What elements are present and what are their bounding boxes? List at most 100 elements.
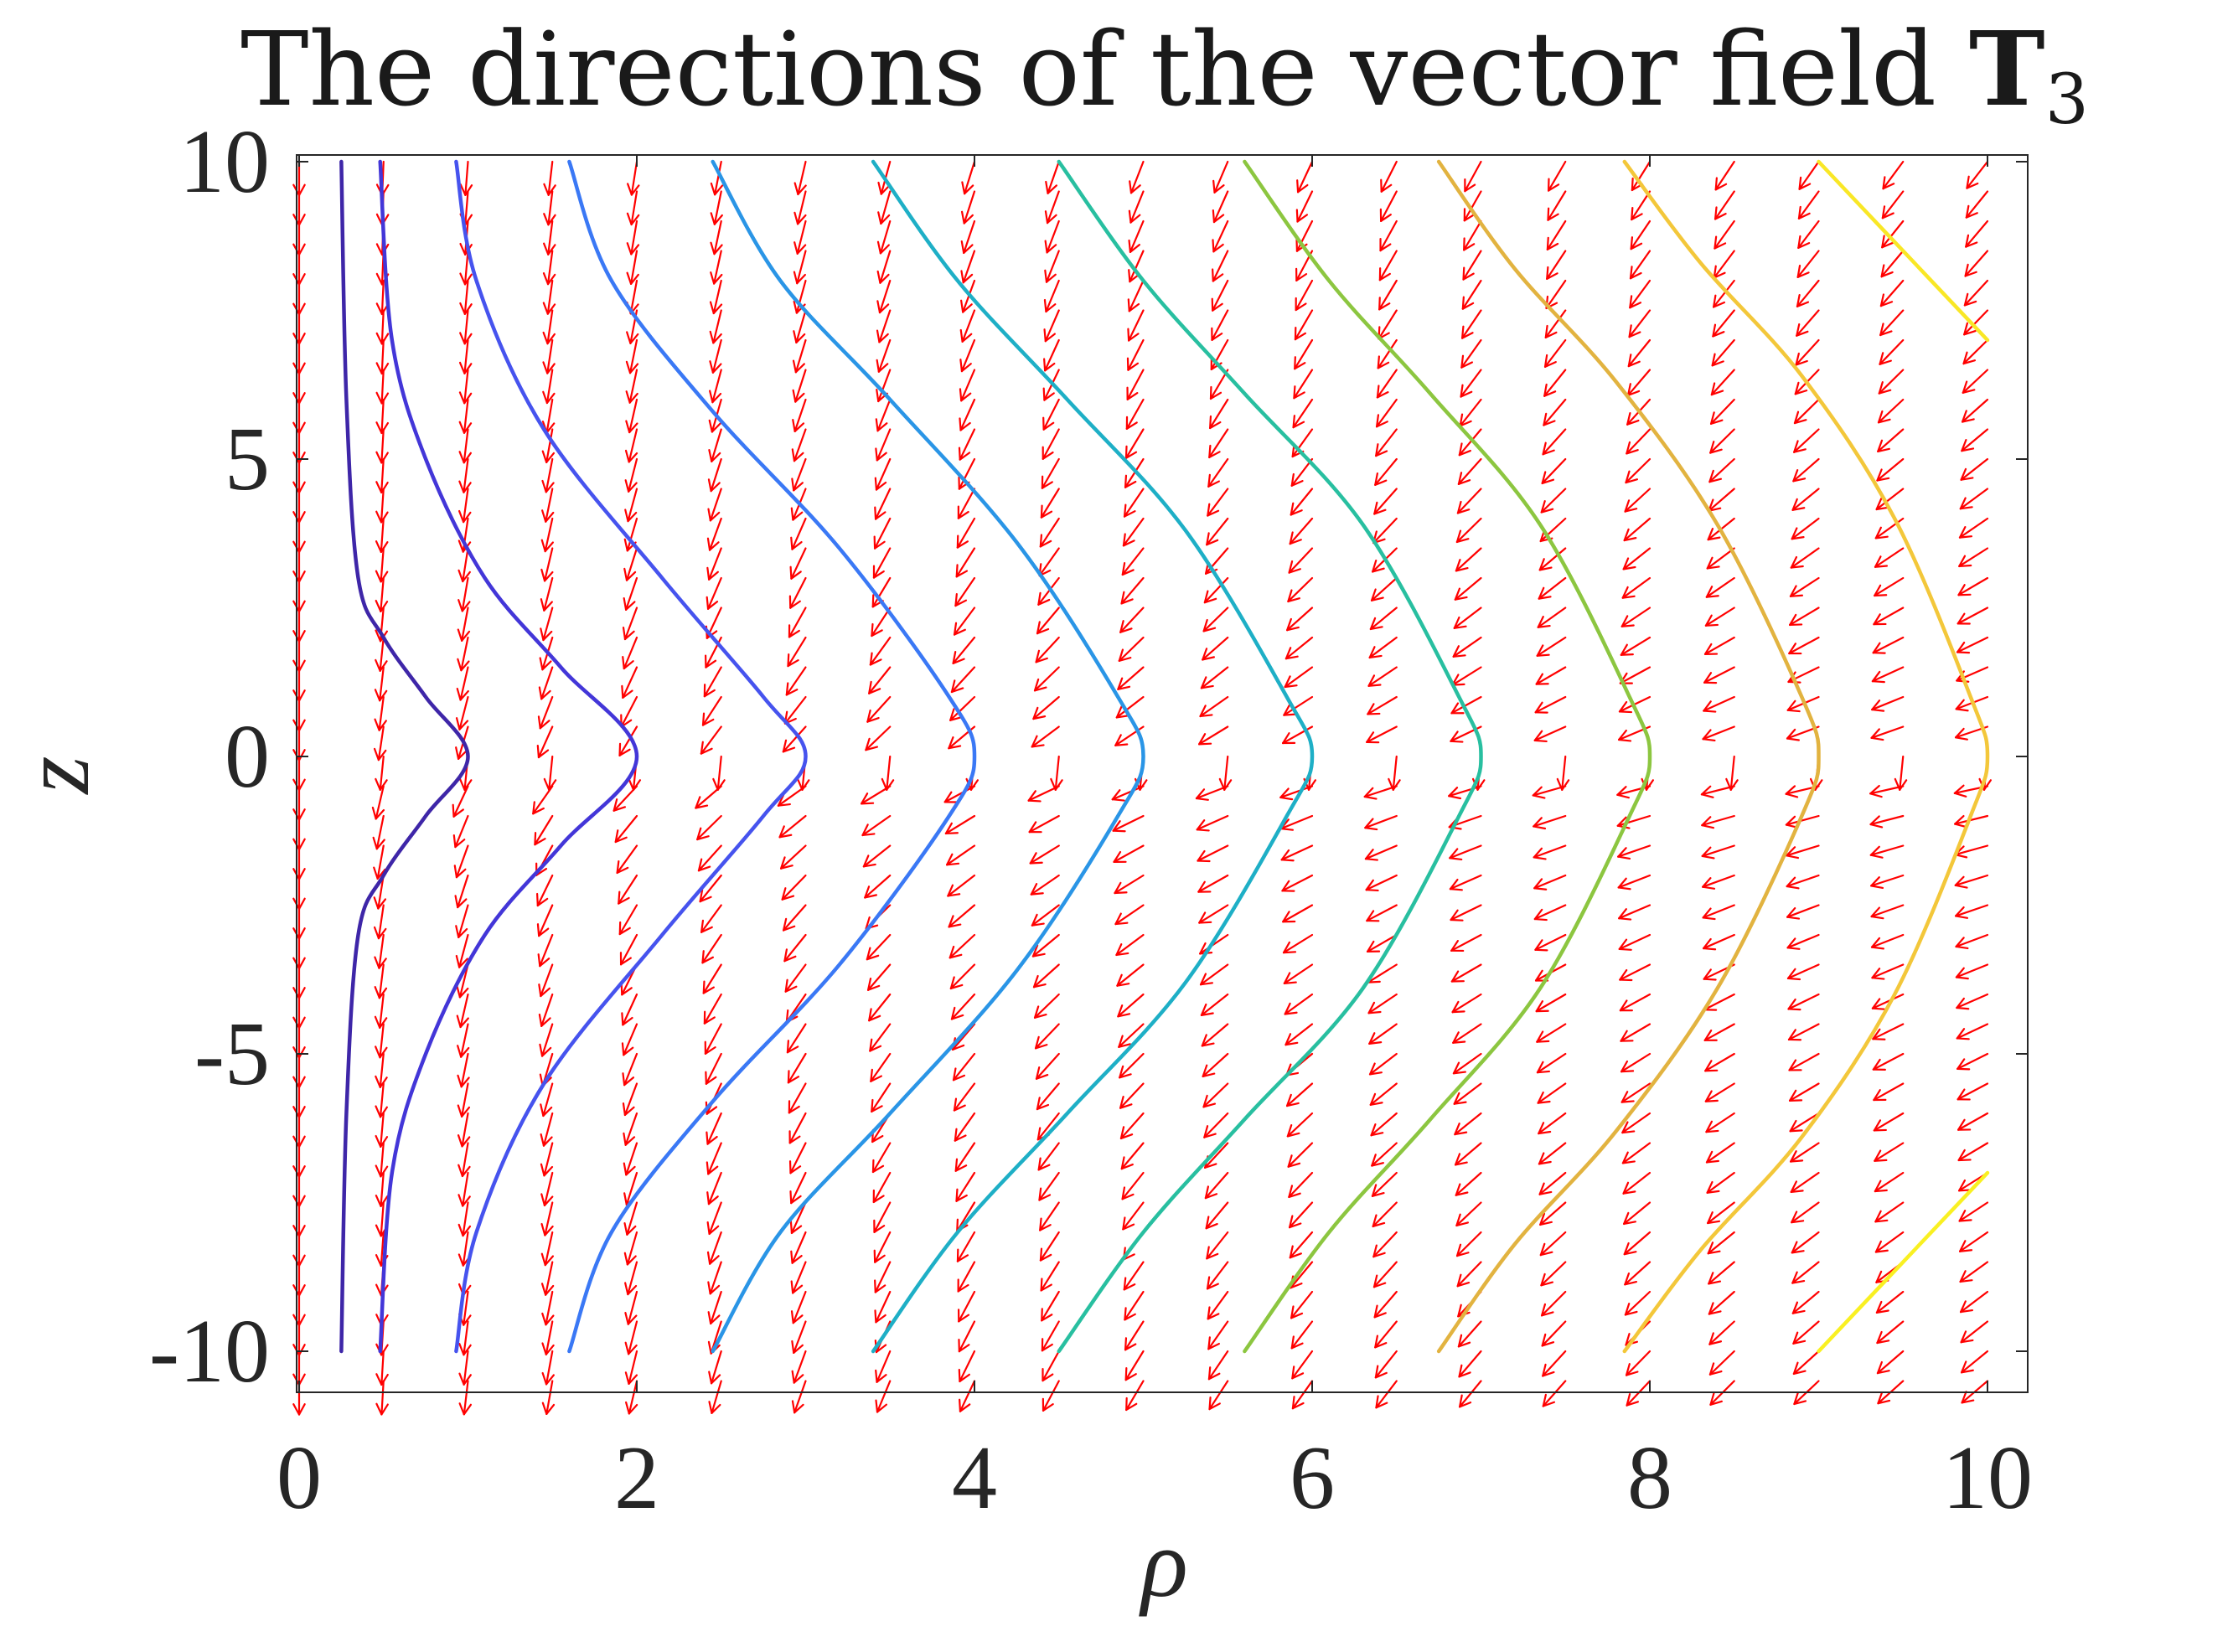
quiver-arrow [1037, 576, 1060, 606]
field-line [1057, 159, 1483, 1354]
quiver-arrow [1455, 547, 1482, 572]
quiver-arrow [1964, 250, 1989, 277]
quiver-arrow [1786, 844, 1820, 860]
quiver-arrow [1965, 190, 1989, 219]
quiver-arrow [542, 309, 556, 345]
quiver-arrow [1295, 190, 1314, 223]
quiver-arrow [874, 457, 892, 491]
quiver-arrow [457, 1171, 471, 1207]
quiver-arrow [1540, 1261, 1567, 1287]
quiver-arrow [1035, 636, 1060, 663]
field-line [1243, 159, 1652, 1354]
quiver-arrow [1627, 338, 1651, 368]
quiver-arrow [959, 309, 976, 343]
quiver-arrow [1290, 1290, 1314, 1319]
quiver-arrow [1368, 636, 1398, 659]
quiver-arrow [292, 725, 306, 761]
quiver-arrow [1881, 219, 1905, 249]
quiver-arrow [1456, 1261, 1482, 1288]
quiver-arrow [620, 695, 638, 728]
quiver-arrow [1375, 428, 1398, 457]
quiver-arrow [1373, 488, 1398, 515]
quiver-arrow [458, 369, 473, 405]
quiver-arrow [706, 1171, 722, 1205]
quiver-arrow [1624, 488, 1651, 513]
quiver-arrow [1545, 279, 1567, 310]
quiver-arrow [1955, 933, 1989, 950]
quiver-arrow [1039, 1201, 1060, 1231]
quiver-arrow [787, 1052, 807, 1084]
quiver-arrow [1281, 874, 1314, 892]
quiver-arrow [622, 607, 638, 641]
quiver-arrow [1874, 1142, 1905, 1162]
quiver-arrow [1533, 725, 1567, 743]
quiver-arrow [292, 576, 306, 613]
quiver-arrow [457, 547, 471, 583]
quiver-arrow [1369, 1082, 1398, 1106]
quiver-arrow [791, 428, 807, 462]
quiver-arrow [375, 1142, 389, 1178]
quiver-arrow [1280, 844, 1314, 862]
quiver-arrow [1872, 636, 1905, 654]
quiver-arrow [1038, 1171, 1060, 1201]
quiver-arrow [1708, 1320, 1735, 1345]
quiver-arrow [787, 636, 807, 668]
quiver-arrow [1453, 1082, 1482, 1105]
quiver-arrow [459, 309, 473, 345]
quiver-arrow [1962, 369, 1989, 394]
quiver-arrow [1368, 1023, 1398, 1045]
quiver-arrow [703, 993, 722, 1025]
quiver-arrow [788, 1112, 807, 1144]
quiver-arrow [1453, 607, 1482, 629]
quiver-arrow [1956, 607, 1989, 625]
quiver-arrow [1536, 1023, 1567, 1043]
quiver-arrow [1368, 1052, 1398, 1076]
quiver-arrow [1958, 1231, 1989, 1252]
field-line [1622, 159, 1990, 1354]
quiver-arrow [1533, 844, 1567, 860]
quiver-arrow [1959, 1261, 1989, 1283]
quiver-arrow [457, 636, 470, 672]
quiver-arrow [1372, 1231, 1398, 1258]
quiver-arrow [1124, 1290, 1145, 1321]
quiver-arrow [1457, 1320, 1482, 1348]
quiver-arrow [292, 1290, 306, 1327]
quiver-arrow [1452, 1023, 1482, 1044]
quiver-arrow [1704, 607, 1735, 627]
quiver-arrow [1448, 785, 1482, 800]
quiver-arrow [1543, 398, 1567, 426]
quiver-arrow [292, 1082, 306, 1118]
quiver-arrow [1206, 1261, 1229, 1290]
quiver-arrow [1031, 933, 1060, 958]
quiver-arrow [1452, 636, 1482, 658]
quiver-arrow [876, 219, 892, 255]
quiver-arrow [623, 547, 638, 581]
quiver-arrow [1788, 636, 1820, 655]
quiver-arrow [1374, 457, 1398, 486]
quiver-arrow [1114, 874, 1145, 895]
quiver-arrow [292, 309, 306, 345]
quiver-arrow [1786, 874, 1820, 890]
quiver-arrow [1870, 874, 1905, 890]
quiver-arrow [626, 190, 640, 226]
quiver-arrow [1028, 814, 1060, 834]
quiver-arrow [625, 369, 638, 404]
quiver-arrow [790, 517, 807, 550]
quiver-arrow [1454, 576, 1482, 601]
quiver-arrow [1957, 1142, 1989, 1162]
quiver-arrow [1211, 279, 1229, 312]
quiver-arrow [1786, 963, 1820, 981]
quiver-arrow [372, 814, 385, 850]
quiver-arrow [1454, 1142, 1482, 1166]
quiver-arrow [792, 398, 807, 432]
quiver-arrow [1541, 1320, 1567, 1347]
quiver-arrow [1705, 1112, 1735, 1133]
quiver-arrow [1620, 636, 1651, 656]
quiver-arrow [1539, 1231, 1567, 1257]
quiver-arrow [292, 1112, 306, 1149]
quiver-arrow [695, 785, 722, 809]
quiver-arrow [1032, 963, 1060, 989]
quiver-arrow [1124, 1320, 1145, 1351]
quiver-arrow [1713, 250, 1735, 279]
quiver-arrow [1206, 517, 1229, 546]
